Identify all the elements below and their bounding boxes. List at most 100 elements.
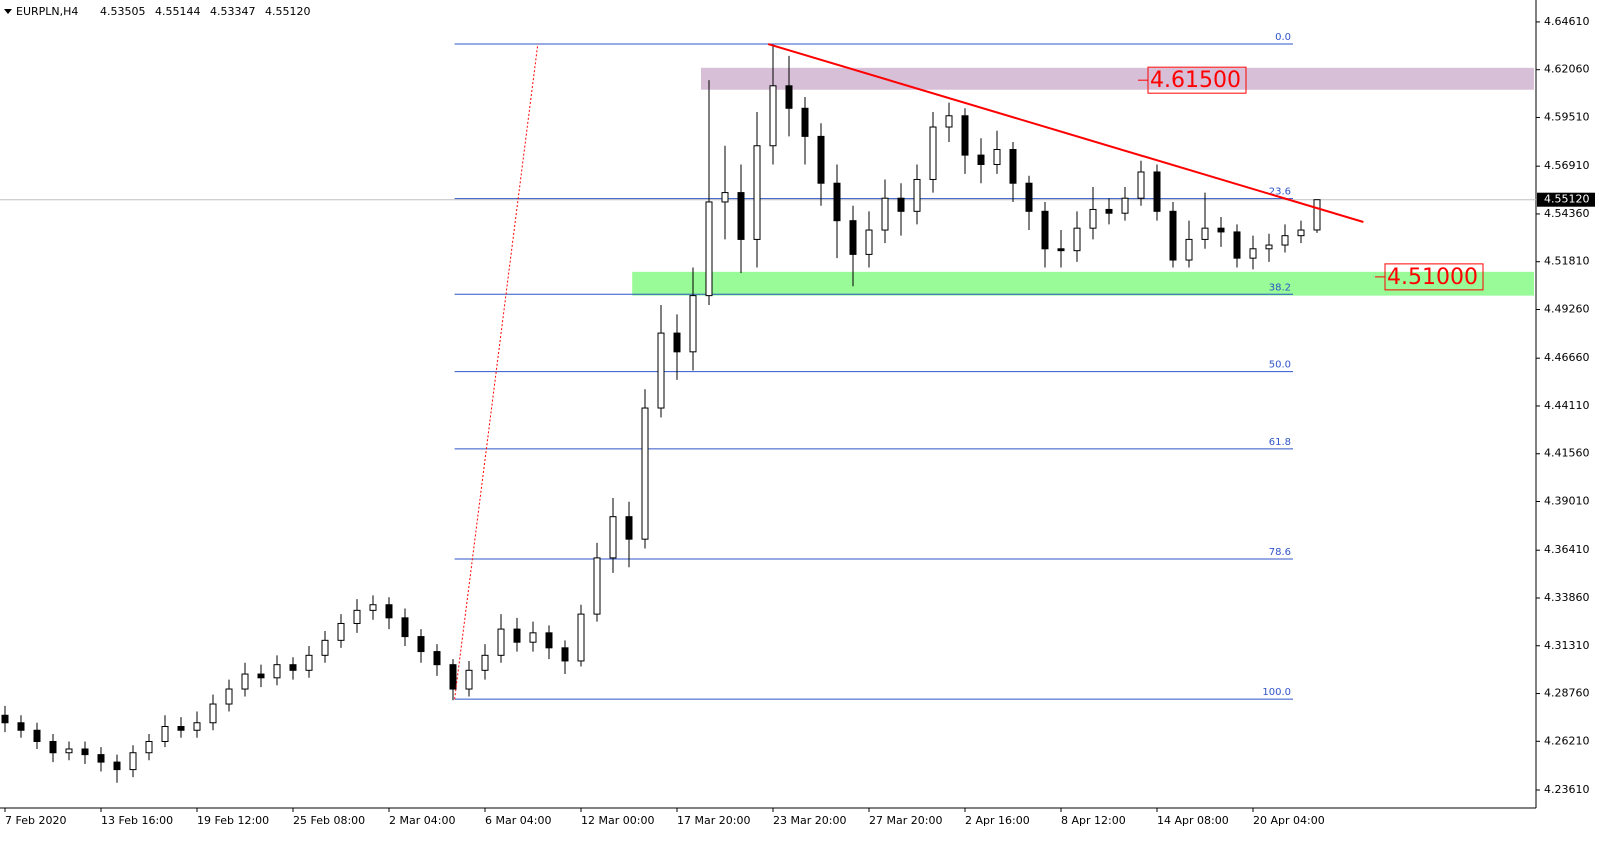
current-price-label: 4.55120 bbox=[1544, 193, 1590, 206]
fib-label: 61.8 bbox=[1269, 437, 1291, 448]
candle-body bbox=[481, 654, 489, 671]
candle-body bbox=[609, 516, 617, 559]
candle-body bbox=[625, 516, 633, 540]
candle-body bbox=[177, 726, 185, 731]
fib-label: 23.6 bbox=[1269, 187, 1291, 198]
candle-body bbox=[305, 654, 313, 671]
candle-body bbox=[689, 295, 697, 353]
candle-body bbox=[113, 761, 121, 771]
candle-body bbox=[1153, 171, 1161, 212]
candle-body bbox=[17, 722, 25, 731]
candle-body bbox=[801, 107, 809, 137]
current-price-box bbox=[1537, 192, 1595, 207]
y-tick-label: 4.56910 bbox=[1544, 159, 1590, 172]
x-tick-label: 13 Feb 16:00 bbox=[101, 814, 173, 827]
candle-body bbox=[193, 722, 201, 731]
candle-body bbox=[97, 754, 105, 763]
x-tick-label: 23 Mar 20:00 bbox=[773, 814, 846, 827]
candle-body bbox=[673, 332, 681, 353]
candle-body bbox=[1281, 235, 1289, 246]
x-tick-label: 14 Apr 08:00 bbox=[1157, 814, 1229, 827]
candle-body bbox=[1169, 210, 1177, 261]
x-tick-label: 6 Mar 04:00 bbox=[485, 814, 551, 827]
y-tick-label: 4.54360 bbox=[1544, 207, 1590, 220]
y-tick-label: 4.26210 bbox=[1544, 734, 1590, 747]
level-label: 4.61500 bbox=[1150, 68, 1241, 93]
candle-body bbox=[561, 647, 569, 662]
x-tick-label: 27 Mar 20:00 bbox=[869, 814, 942, 827]
candle-body bbox=[433, 651, 441, 666]
candle-body bbox=[81, 748, 89, 756]
candle-body bbox=[161, 726, 169, 742]
candle-body bbox=[241, 673, 249, 690]
candle-body bbox=[385, 604, 393, 619]
header-value: 4.55144 bbox=[155, 5, 201, 18]
candle-body bbox=[817, 135, 825, 184]
candle-body bbox=[321, 639, 329, 656]
y-tick-label: 4.51810 bbox=[1544, 255, 1590, 268]
candle-body bbox=[497, 628, 505, 656]
candle-body bbox=[945, 115, 953, 128]
y-tick-label: 4.31310 bbox=[1544, 639, 1590, 652]
candle-body bbox=[353, 609, 361, 624]
candle-body bbox=[977, 154, 985, 165]
fib-label: 38.2 bbox=[1269, 282, 1291, 293]
candle-body bbox=[657, 332, 665, 409]
candle-body bbox=[1089, 208, 1097, 229]
candle-body bbox=[129, 752, 137, 771]
candle-body bbox=[705, 201, 713, 297]
candle-body bbox=[209, 703, 217, 724]
candle-body bbox=[833, 182, 841, 222]
candle-body bbox=[753, 145, 761, 240]
candle-body bbox=[865, 229, 873, 255]
candle-body bbox=[449, 664, 457, 690]
y-tick-label: 4.64610 bbox=[1544, 15, 1590, 28]
candle-body bbox=[273, 664, 281, 679]
candle-body bbox=[1185, 238, 1193, 261]
x-tick-label: 12 Mar 00:00 bbox=[581, 814, 654, 827]
fib-label: 50.0 bbox=[1269, 360, 1291, 371]
candle-body bbox=[257, 673, 265, 679]
candle-body bbox=[993, 148, 1001, 165]
candle-body bbox=[513, 628, 521, 643]
candle-body bbox=[1041, 210, 1049, 250]
y-tick-label: 4.59510 bbox=[1544, 110, 1590, 123]
y-tick-label: 4.44110 bbox=[1544, 399, 1590, 412]
candle-body bbox=[33, 729, 41, 742]
fib-label: 0.0 bbox=[1275, 32, 1291, 43]
header-value: 4.53505 bbox=[100, 5, 146, 18]
x-tick-label: 20 Apr 04:00 bbox=[1253, 814, 1325, 827]
level-box bbox=[1147, 66, 1247, 94]
candle-body bbox=[369, 604, 377, 611]
y-tick-label: 4.41560 bbox=[1544, 447, 1590, 460]
y-tick-label: 4.28760 bbox=[1544, 687, 1590, 700]
menu-arrow[interactable] bbox=[4, 9, 12, 14]
candle-body bbox=[1057, 248, 1065, 252]
candle-body bbox=[1009, 148, 1017, 184]
candle-body bbox=[225, 688, 233, 705]
candle-body bbox=[641, 407, 649, 540]
x-tick-label: 7 Feb 2020 bbox=[5, 814, 66, 827]
fib-label: 78.6 bbox=[1269, 547, 1291, 558]
candle-body bbox=[897, 197, 905, 212]
x-tick-label: 2 Apr 16:00 bbox=[965, 814, 1030, 827]
y-tick-label: 4.36410 bbox=[1544, 543, 1590, 556]
x-tick-label: 17 Mar 20:00 bbox=[677, 814, 750, 827]
candle-body bbox=[913, 178, 921, 212]
candle-body bbox=[145, 740, 153, 754]
x-tick-label: 2 Mar 04:00 bbox=[389, 814, 455, 827]
header-value: 4.53347 bbox=[210, 5, 256, 18]
x-tick-label: 25 Feb 08:00 bbox=[293, 814, 365, 827]
candle-body bbox=[577, 613, 585, 662]
zone bbox=[632, 271, 1534, 296]
candle-body bbox=[401, 617, 409, 638]
candle-body bbox=[1217, 227, 1225, 233]
candle-body bbox=[1105, 208, 1113, 214]
candle-body bbox=[737, 192, 745, 240]
candle-body bbox=[1233, 231, 1241, 259]
y-tick-label: 4.49260 bbox=[1544, 302, 1590, 315]
candle-body bbox=[49, 740, 57, 754]
candle-body bbox=[1297, 229, 1305, 237]
